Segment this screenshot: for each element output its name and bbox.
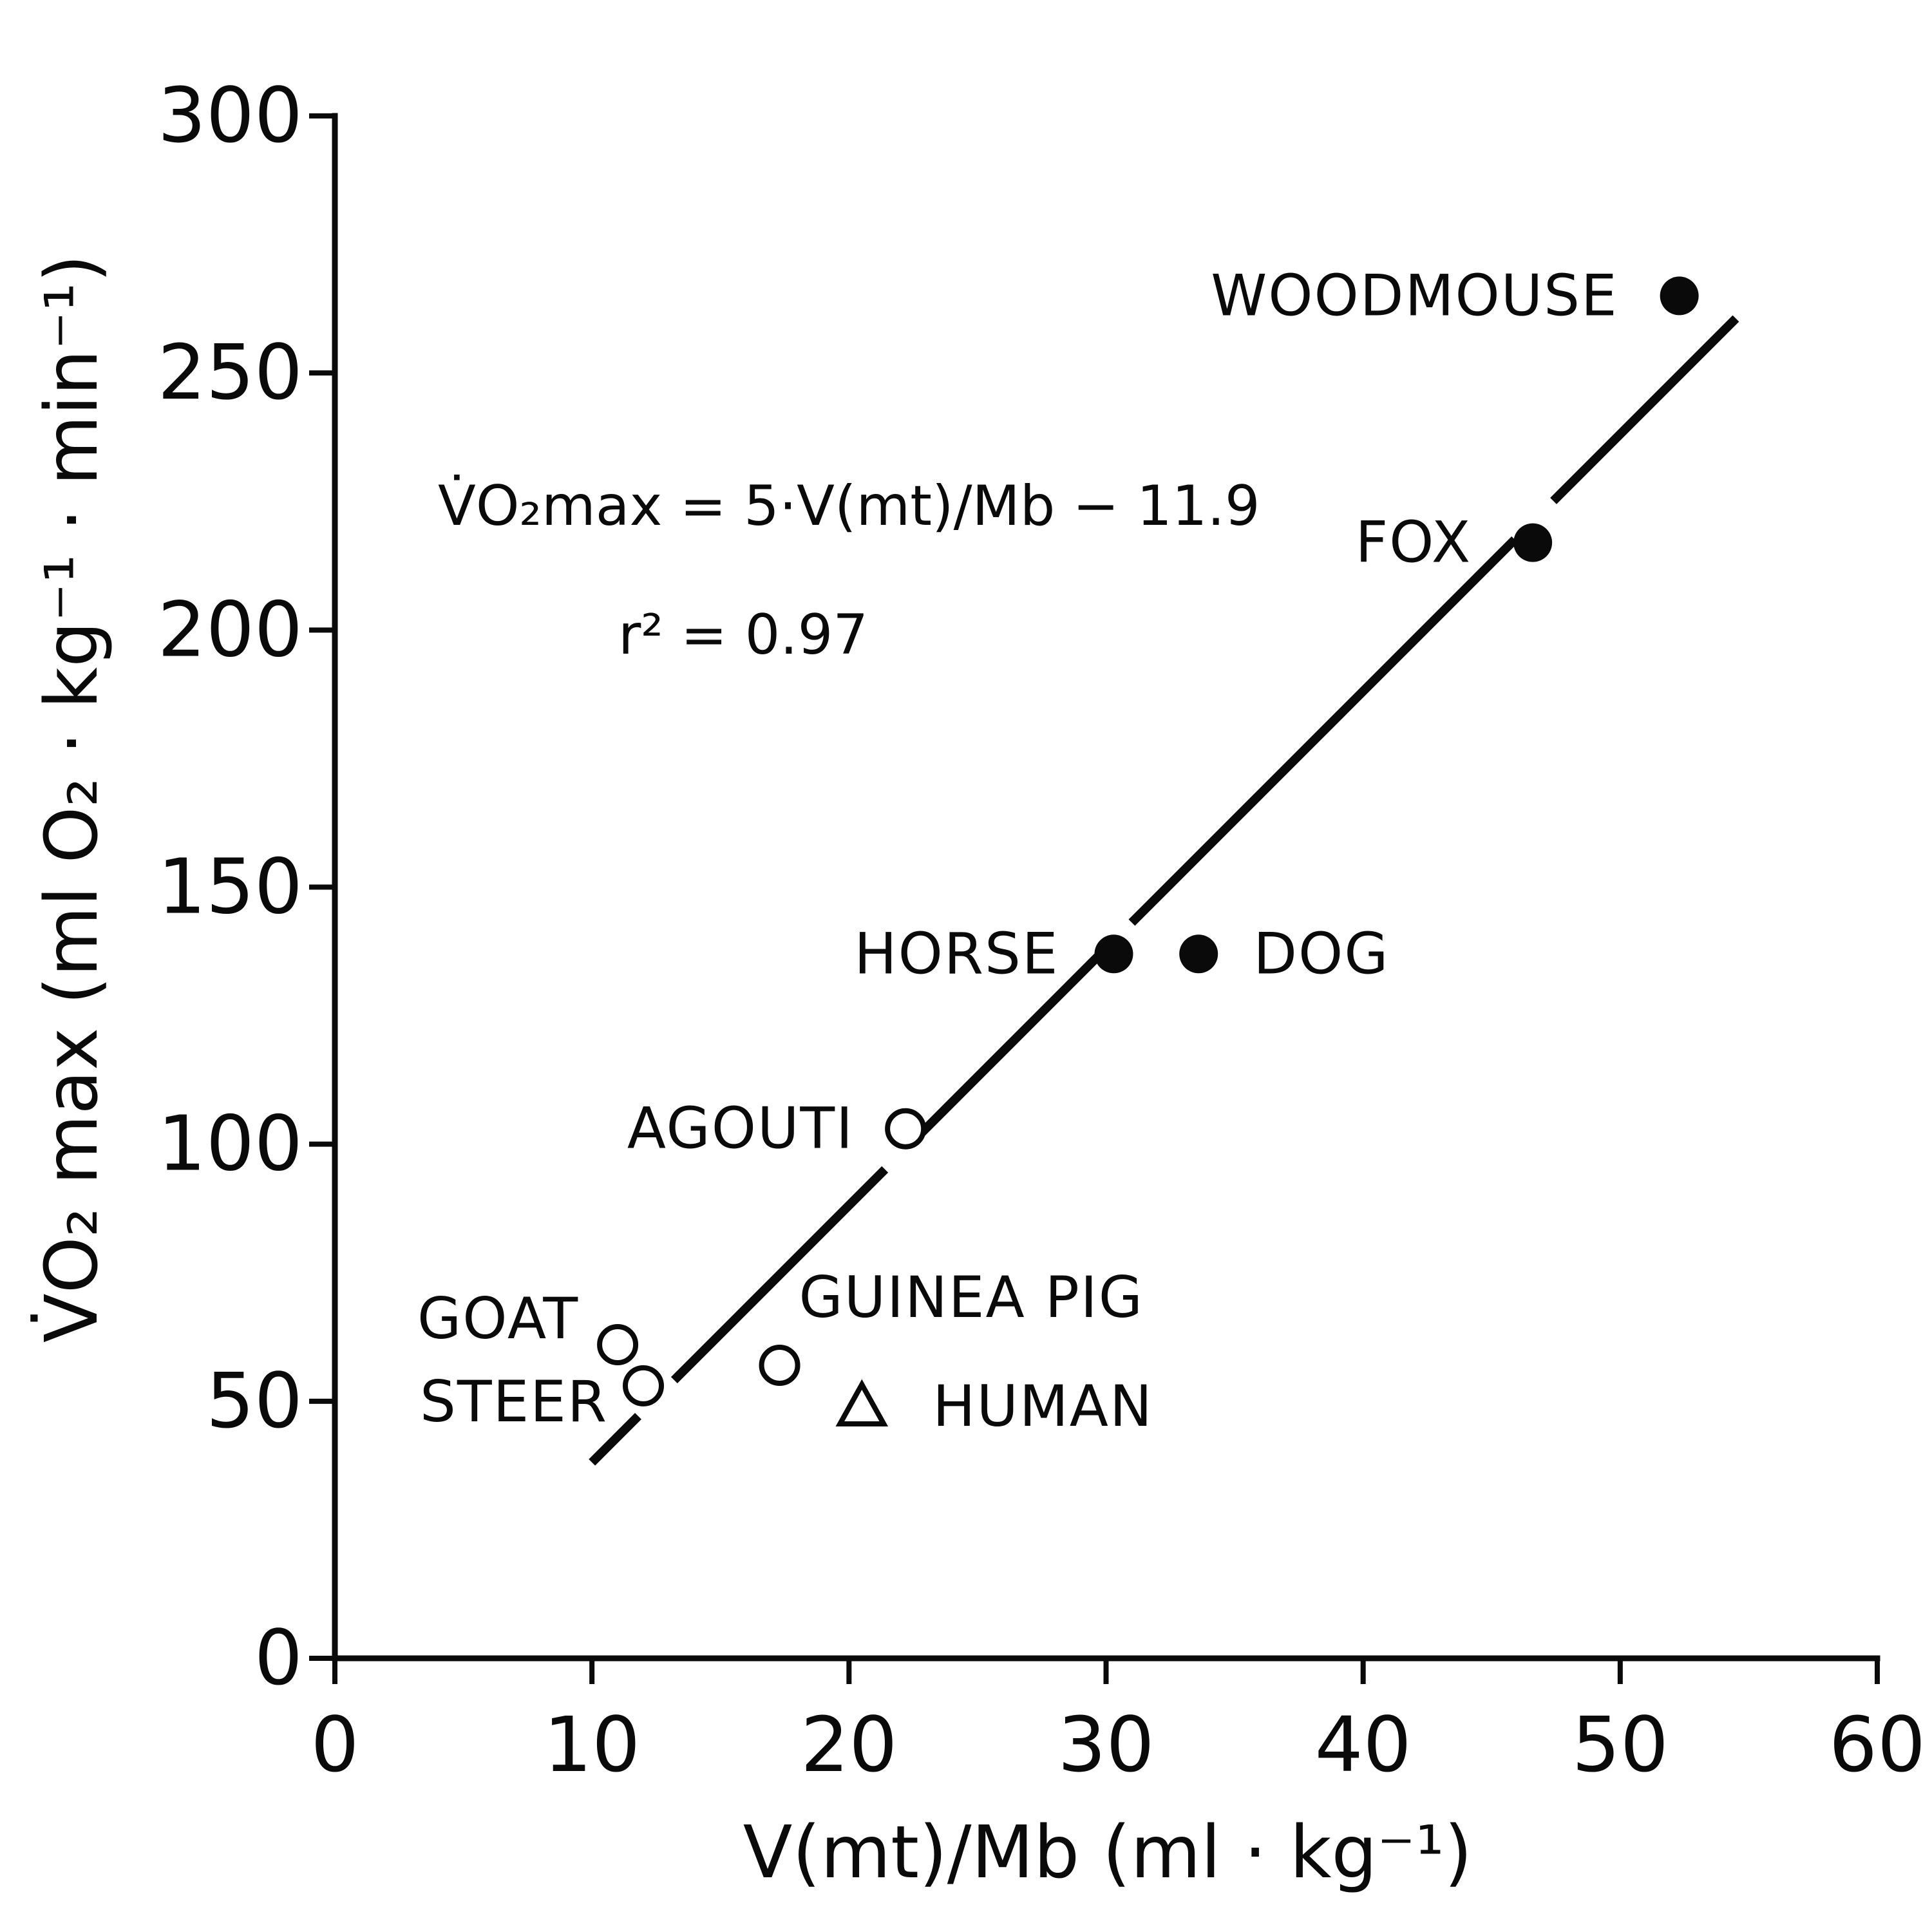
ticks: 0 50 100 150 200 250 300 0 10 20 30 40 50 60: [158, 71, 1926, 1789]
point-human: [835, 1379, 889, 1427]
regression-line-segment: [670, 1166, 889, 1384]
x-tick-label: 30: [1057, 1700, 1154, 1789]
point-agouti: [885, 1108, 927, 1150]
x-tick-label: 10: [544, 1700, 640, 1789]
r-squared-annotation: r² = 0.97: [618, 603, 868, 667]
y-tick-label: 300: [158, 71, 303, 160]
x-tick-label: 50: [1572, 1700, 1669, 1789]
x-tick-label: 40: [1315, 1700, 1412, 1789]
point-fox: [1513, 523, 1553, 562]
y-tick-label: 50: [206, 1356, 303, 1445]
point-label-dog: DOG: [1253, 920, 1389, 987]
point-label-horse: HORSE: [854, 920, 1059, 987]
point-label-guinea-pig: GUINEA PIG: [799, 1264, 1144, 1331]
regression-line-segment: [918, 950, 1104, 1137]
point-goat: [597, 1324, 639, 1366]
point-horse: [1094, 934, 1133, 974]
point-label-human: HUMAN: [933, 1373, 1153, 1439]
regression-line-segment: [589, 1413, 641, 1466]
x-axis-title: V(mt)/Mb (ml · kg⁻¹): [743, 1811, 1472, 1895]
y-tick-label: 0: [254, 1613, 303, 1702]
data-points: WOODMOUSE FOX HORSE DOG AGOUTI GOAT STEER GUINE…: [417, 262, 1699, 1439]
point-guinea-pig: [759, 1344, 800, 1386]
point-steer: [623, 1365, 664, 1406]
point-dog: [1179, 934, 1218, 974]
regression-equation: V̇O₂max = 5·V(mt)/Mb − 11.9: [438, 474, 1260, 538]
y-tick-label: 250: [158, 328, 303, 417]
point-woodmouse: [1660, 276, 1699, 316]
regression-line-group: [589, 315, 1739, 1466]
regression-line-segment: [1550, 315, 1739, 504]
x-tick-label: 60: [1829, 1700, 1926, 1789]
point-label-fox: FOX: [1356, 509, 1472, 576]
point-label-woodmouse: WOODMOUSE: [1211, 262, 1618, 328]
y-tick-label: 200: [158, 585, 303, 674]
x-tick-label: 0: [310, 1700, 359, 1789]
point-label-goat: GOAT: [417, 1285, 579, 1352]
point-label-agouti: AGOUTI: [627, 1095, 854, 1162]
regression-line-segment: [1128, 536, 1519, 926]
y-axis-title: V̇O₂ max (ml O₂ · kg⁻¹ · min⁻¹): [30, 254, 114, 1343]
x-tick-label: 20: [800, 1700, 897, 1789]
y-tick-label: 150: [158, 842, 303, 931]
point-label-steer: STEER: [420, 1368, 608, 1435]
y-tick-label: 100: [158, 1099, 303, 1188]
